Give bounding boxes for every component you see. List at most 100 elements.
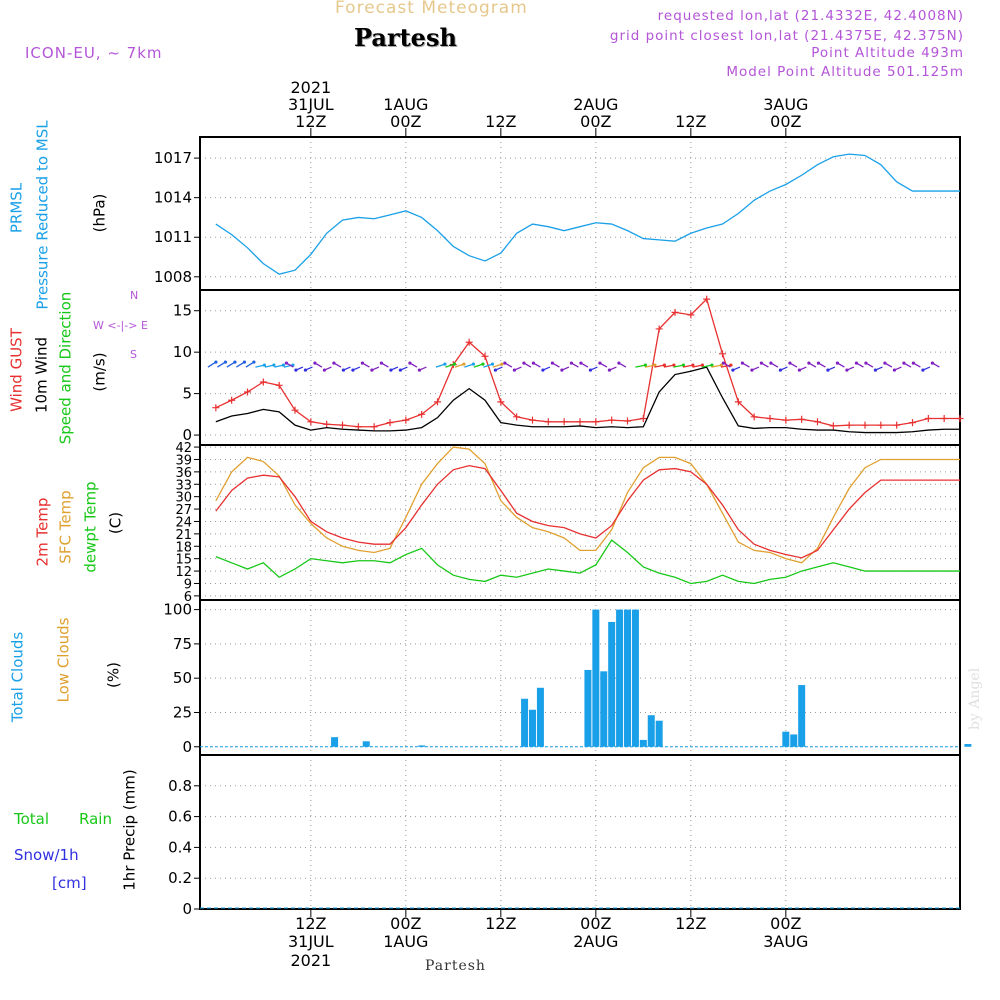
wind-arrow-head [512, 368, 517, 372]
wind-arrow-head [341, 368, 346, 372]
wind-arrow-head [710, 363, 714, 367]
gust-point-marker [402, 416, 410, 424]
cloud-bar [608, 621, 616, 747]
gust-point-marker [418, 410, 426, 418]
gust-point-marker [228, 396, 236, 404]
wind-arrow-head [864, 361, 868, 365]
gust-point-marker [782, 416, 790, 424]
gust-point-marker [719, 350, 726, 358]
wind-arrow-head [531, 361, 536, 365]
dewpt-series-line [215, 539, 960, 585]
ytick-label: 9 [184, 577, 192, 592]
ytick-label: 100 [163, 601, 192, 619]
ytick-label: 15 [175, 553, 192, 568]
cloud-bar [798, 685, 806, 747]
gust-point-marker [370, 423, 378, 431]
ytick-label: 0.4 [168, 838, 192, 856]
grid-coords: grid point closest lon,lat (21.4375E, 42… [609, 28, 964, 44]
bottom-hour-label: 00Z [580, 914, 611, 933]
wind-arrow-head [322, 368, 327, 372]
top-hour-label: 00Z [390, 112, 421, 131]
ytick-label: 0.8 [168, 777, 192, 795]
ytick-label: 75 [173, 635, 192, 653]
panel-frame [199, 444, 961, 601]
ytick-label: 6 [184, 590, 192, 605]
model-altitude: Model Point Altitude 501.125m [726, 64, 964, 80]
wind-arrow-head [493, 368, 498, 372]
compass-s: S [130, 348, 137, 361]
location-name: Partesh [354, 23, 457, 52]
gust-point-marker [877, 421, 885, 429]
wind-direction-arrow [663, 364, 675, 368]
wind-arrow-head [921, 368, 925, 372]
ytick-label: 0.6 [168, 808, 192, 826]
bottom-hour-label: 12Z [295, 914, 326, 933]
ytick-label: 42 [175, 441, 192, 456]
wind-arrow-head [332, 361, 336, 365]
top-date-label: 31JUL [288, 95, 334, 114]
wind-arrow-head [617, 361, 621, 365]
model-label: ICON-EU, ~ 7km [25, 44, 163, 62]
wind-arrow-head [700, 363, 705, 367]
gust-point-marker [354, 423, 362, 431]
wind-arrow-head [643, 363, 648, 367]
compass-n: N [130, 289, 139, 302]
gust-point-marker [766, 414, 774, 422]
bottom-hour-label: 00Z [390, 914, 421, 933]
gust-point-marker [639, 414, 647, 422]
wind-arrow-head [462, 362, 466, 366]
wind-arrow-head [560, 368, 564, 372]
gust-point-marker [956, 414, 964, 422]
panel-frame [199, 136, 961, 291]
bottom-date-label: 1AUG [383, 932, 428, 951]
bottom-hour-label: 12Z [485, 914, 516, 933]
top-hour-label: 00Z [770, 112, 801, 131]
gust-point-marker [798, 415, 806, 423]
wind-arrow-head [721, 361, 726, 365]
wind-arrow-head [911, 361, 916, 365]
ytick-label: 18 [175, 540, 192, 555]
gust-point-marker [386, 419, 394, 427]
top-hour-label: 12Z [295, 112, 326, 131]
ytick-label: 21 [175, 528, 192, 543]
wind-arrow-head [214, 360, 218, 364]
gust-point-marker [893, 421, 901, 429]
wind-arrow-head [379, 361, 384, 365]
snow-label: Snow/1h [14, 846, 79, 864]
cloud-bar [655, 720, 663, 747]
wind-arrow-head [360, 361, 365, 365]
ytick-label: 30 [175, 491, 192, 506]
top-date-label: 3AUG [763, 95, 808, 114]
wind-arrow-head [408, 361, 412, 365]
wind-arrow-head [750, 368, 754, 372]
wind-arrow-head [579, 361, 583, 365]
top-year-label: 2021 [290, 78, 331, 97]
ytick-label: 36 [175, 466, 192, 481]
wind-arrow-head [281, 363, 286, 367]
wind-arrow-head [930, 361, 935, 365]
ytick-label: 15 [173, 302, 192, 320]
wind-direction-arrow [701, 364, 713, 368]
ytick-label: 24 [175, 515, 192, 530]
cloud-bar [600, 671, 608, 747]
ytick-label: 0 [182, 900, 192, 918]
gust-point-marker [560, 418, 568, 426]
wind-arrow-head [284, 361, 289, 365]
wind-arrow-head [233, 360, 237, 364]
gust-point-marker [940, 414, 948, 422]
wind-direction-arrow [682, 364, 694, 368]
gust-point-marker [465, 338, 473, 346]
wind-arrow-head [731, 368, 735, 372]
wind-arrow-head [826, 368, 830, 372]
wind-arrow-head [272, 363, 276, 367]
chart-title: Forecast Meteogram [335, 0, 528, 18]
cloud-bar [790, 734, 798, 747]
gust-point-marker [829, 422, 837, 430]
top-hour-label: 12Z [675, 112, 706, 131]
cloud-bar [782, 731, 790, 747]
wind-arrow-head [788, 361, 792, 365]
gust-point-marker [275, 381, 283, 389]
wind-arrow-head [729, 363, 733, 367]
wind-arrow-head [443, 362, 447, 366]
gust-point-marker [861, 421, 869, 429]
